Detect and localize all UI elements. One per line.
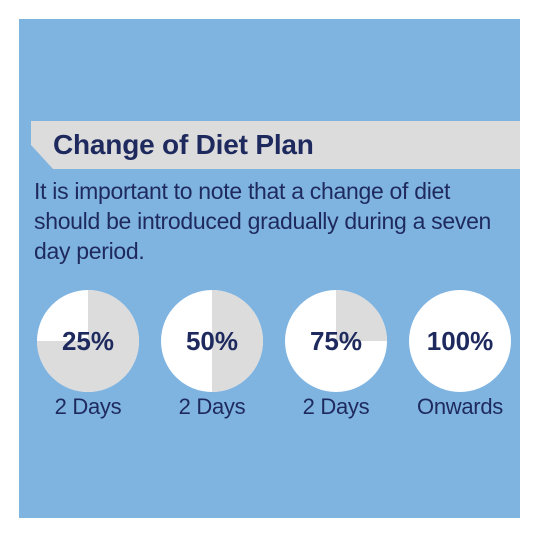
diet-plan-panel: Change of Diet Plan It is important to n… [19, 19, 520, 518]
progress-circle-icon [285, 290, 387, 392]
progress-circle-icon [409, 290, 511, 392]
page-title: Change of Diet Plan [53, 129, 314, 160]
progress-wedge [336, 290, 387, 341]
duration-label: 2 Days [302, 394, 370, 419]
title-banner [31, 121, 520, 169]
progress-wedge [37, 290, 139, 392]
percent-label: 100% [426, 326, 494, 356]
percent-label: 50% [185, 326, 239, 356]
description-text: It is important to note that a change of… [34, 178, 492, 264]
duration-label: 2 Days [54, 394, 122, 419]
percent-label: 75% [309, 326, 363, 356]
progress-circle-icon [161, 290, 263, 392]
step-100-percent: 100% Onwards [405, 290, 515, 420]
progress-wedge [212, 290, 263, 392]
step-75-percent: 75% 2 Days [281, 290, 391, 420]
percent-label: 25% [61, 326, 115, 356]
step-50-percent: 50% 2 Days [157, 290, 267, 420]
progress-circle-icon [37, 290, 139, 392]
duration-label: 2 Days [178, 394, 246, 419]
duration-label: Onwards [417, 394, 503, 419]
step-25-percent: 25% 2 Days [33, 290, 143, 420]
